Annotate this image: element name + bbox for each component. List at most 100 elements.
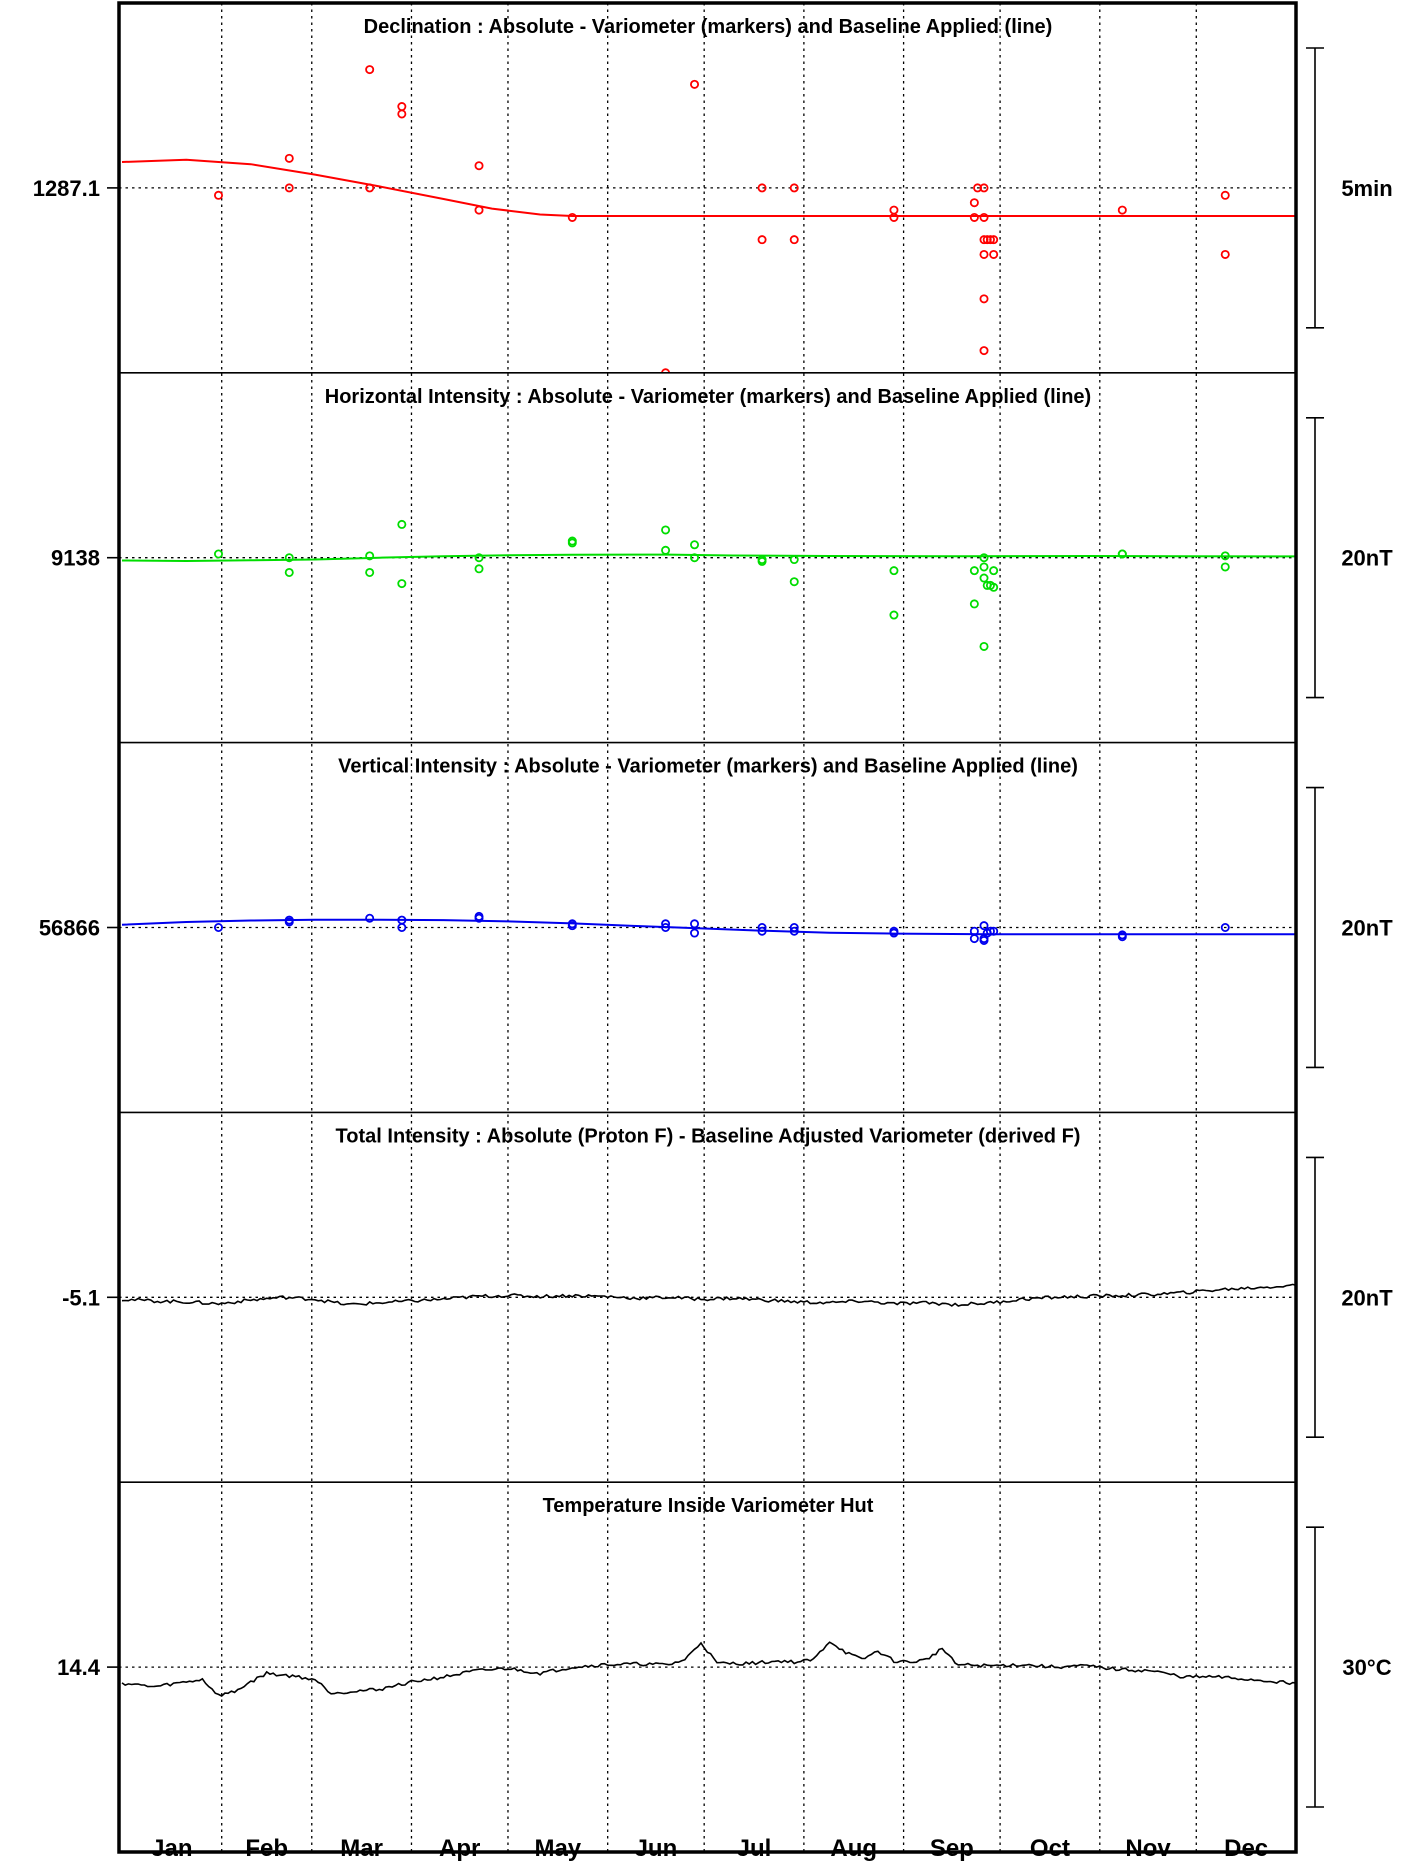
data-marker [969,566,979,576]
center-value-label: 56866 [39,916,100,941]
data-marker [284,153,294,163]
data-marker [661,923,671,933]
data-marker [661,919,671,929]
month-tick-label: Dec [1224,1835,1268,1862]
data-marker [985,926,995,936]
month-tick-label: Feb [245,1835,288,1862]
panel-total-intensity: Total Intensity : Absolute (Proton F) - … [62,1111,1393,1438]
month-tick-label: Oct [1030,1835,1070,1862]
month-tick-label: Nov [1125,1835,1171,1862]
data-marker [690,553,700,563]
data-marker [474,913,484,923]
data-marker [889,610,899,620]
data-marker [474,205,484,215]
panel-title: Declination : Absolute - Variometer (mar… [364,16,1053,38]
data-marker [474,564,484,574]
data-marker [397,923,407,933]
data-line [121,1283,1296,1307]
data-marker [284,917,294,927]
data-marker [979,562,989,572]
data-marker [985,235,995,245]
data-marker [661,525,671,535]
data-marker [690,928,700,938]
data-marker [365,183,375,193]
data-marker [365,913,375,923]
series-group [121,65,1296,373]
data-marker [989,566,999,576]
panel-title: Horizontal Intensity : Absolute - Variom… [325,386,1091,408]
data-marker [474,553,484,563]
data-marker [661,545,671,555]
data-marker [889,566,899,576]
data-marker [690,919,700,929]
data-marker [397,109,407,119]
data-marker [979,183,989,193]
data-marker [989,926,999,936]
month-tick-label: Sep [930,1835,974,1862]
scale-label: 20nT [1341,546,1393,571]
data-marker [989,582,999,592]
data-marker [284,553,294,563]
series-group [121,1283,1296,1307]
data-marker [789,926,799,936]
center-value-label: 14.4 [57,1655,101,1680]
data-marker [397,102,407,112]
panel-vertical-intensity: Vertical Intensity : Absolute - Variomet… [39,741,1393,1069]
scale-label: 5min [1341,176,1392,201]
panels-layer: Declination : Absolute - Variometer (mar… [33,16,1393,1808]
data-marker [889,212,899,222]
data-marker [757,556,767,566]
center-value-label: 1287.1 [33,176,100,201]
month-tick-label: Jun [635,1835,678,1862]
data-marker [365,551,375,561]
data-marker [757,183,767,193]
data-marker [474,161,484,171]
data-marker [1117,205,1127,215]
data-marker [690,79,700,89]
panel-declination: Declination : Absolute - Variometer (mar… [33,16,1393,373]
data-marker [567,921,577,931]
frame-layer [117,1,1298,1854]
data-marker [757,926,767,936]
data-marker [979,346,989,356]
data-marker [979,935,989,945]
month-tick-label: Apr [439,1835,480,1862]
panel-horizontal-intensity: Horizontal Intensity : Absolute - Variom… [51,371,1393,699]
month-tick-label: May [534,1835,581,1862]
data-marker [979,294,989,304]
plot-frame [117,1,1298,1854]
baseline-line [121,158,1296,217]
data-marker [757,923,767,933]
data-marker [397,579,407,589]
data-marker [979,553,989,563]
scale-label: 30°C [1342,1655,1391,1680]
data-marker [979,212,989,222]
data-marker [989,249,999,259]
data-marker [567,538,577,548]
data-marker [789,555,799,565]
panel-title: Vertical Intensity : Absolute - Variomet… [338,756,1078,778]
data-marker [969,198,979,208]
panel-title: Temperature Inside Variometer Hut [543,1495,874,1517]
data-marker [889,928,899,938]
center-value-label: -5.1 [62,1285,100,1310]
data-marker [567,212,577,222]
series-group [121,1641,1296,1697]
data-marker [690,540,700,550]
data-marker [979,641,989,651]
center-value-label: 9138 [51,546,100,571]
month-tick-label: Jul [737,1835,772,1862]
data-marker [979,921,989,931]
data-marker [789,577,799,587]
data-marker [1220,249,1230,259]
scale-label: 20nT [1341,1285,1393,1310]
data-marker [284,567,294,577]
data-marker [213,923,223,933]
month-tick-label: Aug [830,1835,877,1862]
data-marker [789,923,799,933]
data-marker [989,235,999,245]
data-marker [397,519,407,529]
month-tick-label: Jan [151,1835,192,1862]
data-marker [1117,549,1127,559]
